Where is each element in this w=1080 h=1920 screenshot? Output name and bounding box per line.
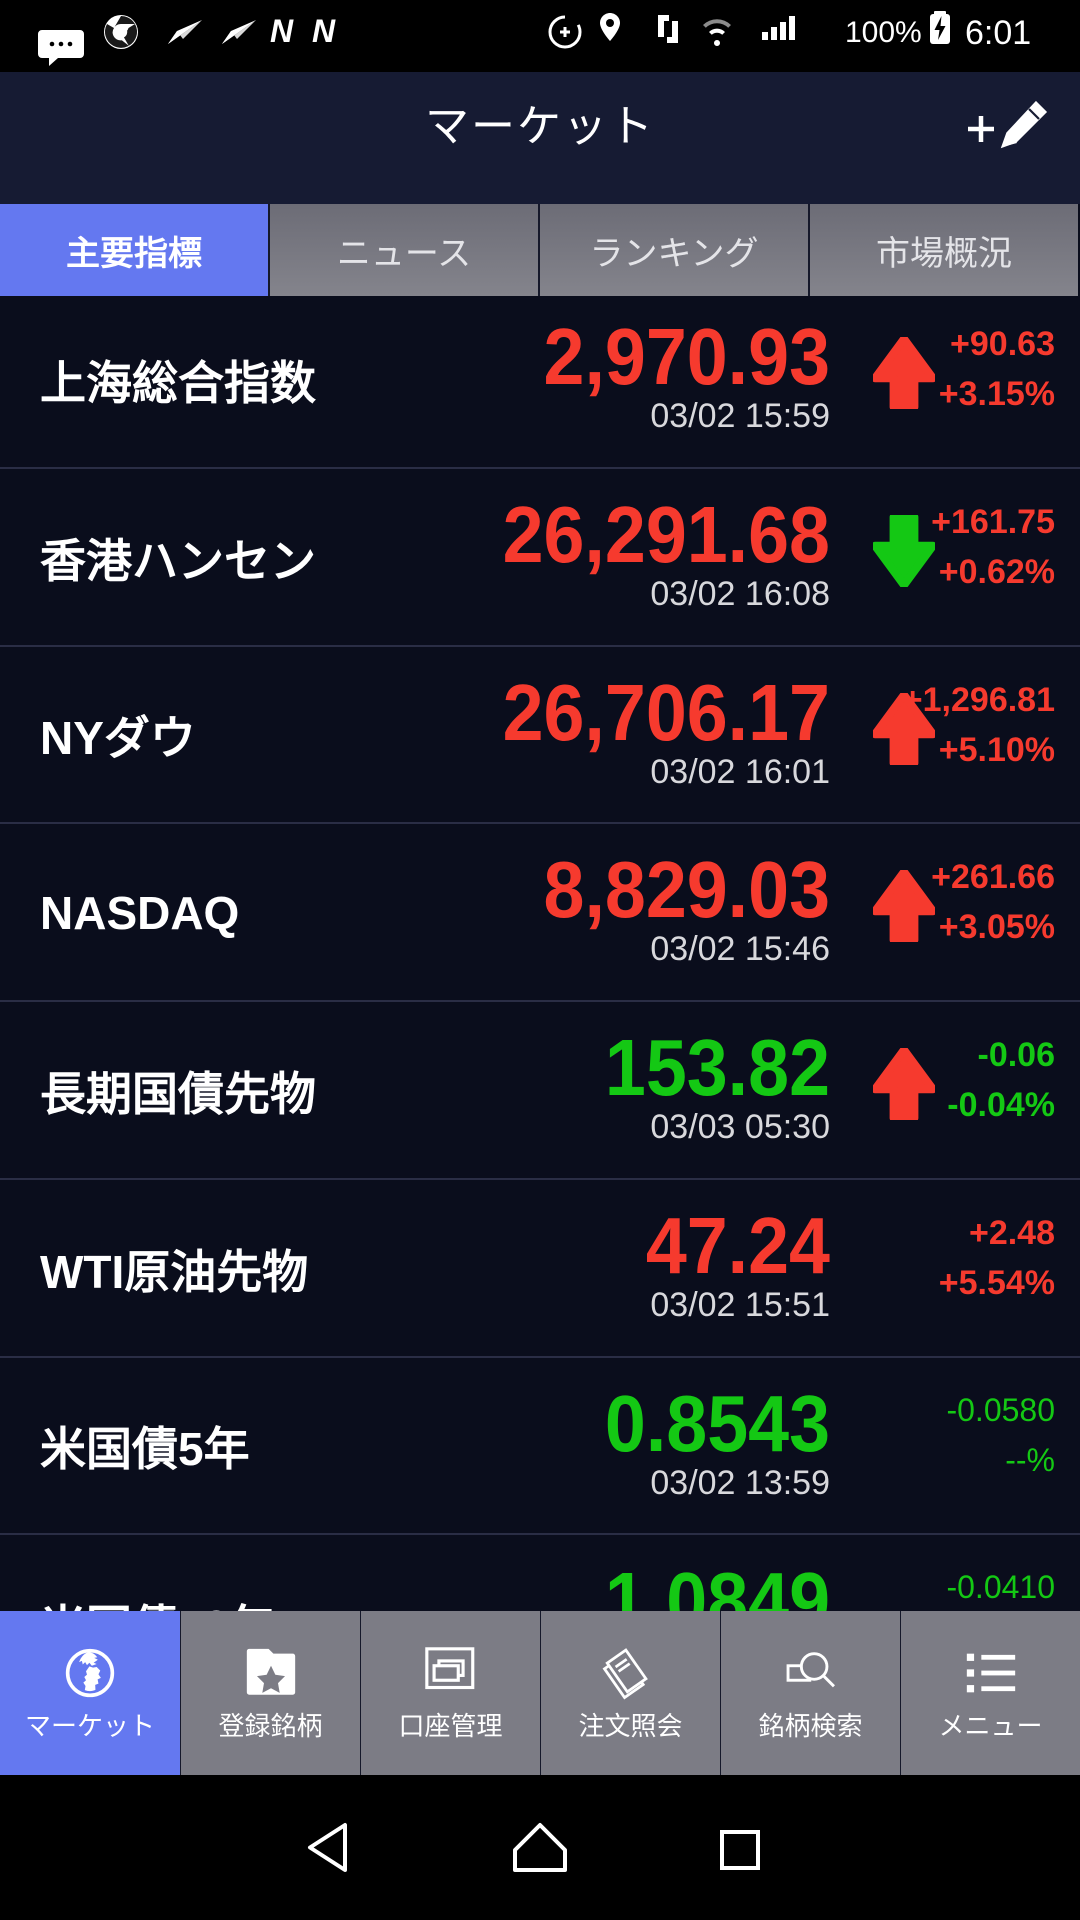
svg-text:6:01: 6:01 [965,14,1031,52]
svg-text:100%: 100% [845,16,922,49]
svg-text:N: N [270,13,294,49]
svg-text:N: N [312,13,336,49]
